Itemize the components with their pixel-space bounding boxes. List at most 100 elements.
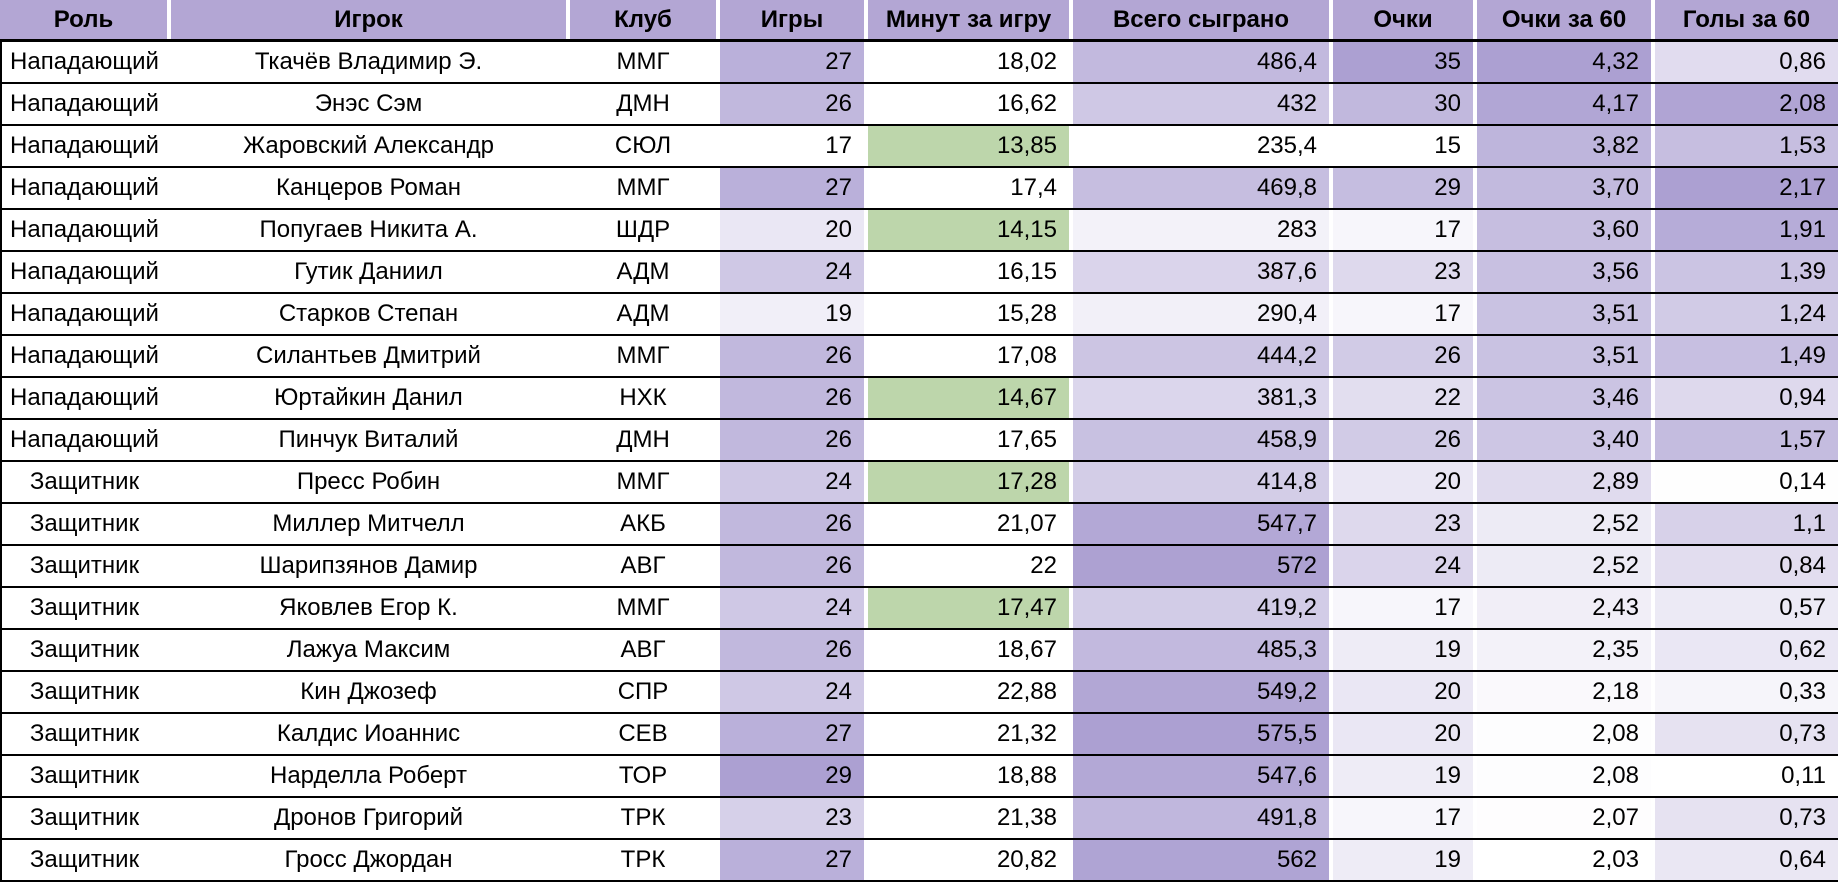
table-cell[interactable]: 23 <box>1333 252 1477 292</box>
table-cell[interactable]: 20 <box>1333 672 1477 712</box>
column-header-goals-per-60[interactable]: Голы за 60 <box>1682 5 1811 33</box>
table-cell[interactable]: 19 <box>1333 840 1477 880</box>
table-cell[interactable]: 20 <box>1333 714 1477 754</box>
table-cell[interactable]: 29 <box>1333 168 1477 208</box>
table-cell[interactable]: СЕВ <box>570 714 720 754</box>
table-cell[interactable]: 27 <box>720 168 868 208</box>
table-cell[interactable]: 15 <box>1333 126 1477 166</box>
table-cell[interactable]: 14,67 <box>868 378 1073 418</box>
table-cell[interactable]: 18,67 <box>868 630 1073 670</box>
table-cell[interactable]: 3,70 <box>1477 168 1655 208</box>
table-cell[interactable]: ШДР <box>570 210 720 250</box>
column-header-points[interactable]: Очки <box>1333 0 1477 39</box>
table-cell[interactable]: НХК <box>570 378 720 418</box>
table-cell[interactable]: Кин Джозеф <box>171 672 570 712</box>
table-cell[interactable]: 2,03 <box>1477 840 1655 880</box>
table-cell[interactable]: 23 <box>1333 504 1477 544</box>
table-cell[interactable]: СЮЛ <box>570 126 720 166</box>
table-cell[interactable]: 26 <box>720 378 868 418</box>
table-cell[interactable]: 23 <box>720 798 868 838</box>
table-cell[interactable]: Миллер Митчелл <box>171 504 570 544</box>
table-cell[interactable]: 0,62 <box>1655 630 1838 670</box>
table-cell[interactable]: 2,08 <box>1477 714 1655 754</box>
table-cell[interactable]: 1,24 <box>1655 294 1838 334</box>
table-cell[interactable]: АВГ <box>570 546 720 586</box>
table-cell[interactable]: 17 <box>1333 588 1477 628</box>
table-cell[interactable]: ТОР <box>570 756 720 796</box>
table-cell[interactable]: 1,53 <box>1655 126 1838 166</box>
table-cell[interactable]: ДМН <box>570 420 720 460</box>
table-cell[interactable]: Нападающий <box>2 84 171 124</box>
table-cell[interactable]: Старков Степан <box>171 294 570 334</box>
table-cell[interactable]: 2,52 <box>1477 504 1655 544</box>
table-cell[interactable]: Канцеров Роман <box>171 168 570 208</box>
table-cell[interactable]: 432 <box>1073 84 1333 124</box>
table-cell[interactable]: Пресс Робин <box>171 462 570 502</box>
table-cell[interactable]: 2,07 <box>1477 798 1655 838</box>
table-cell[interactable]: 27 <box>720 840 868 880</box>
table-cell[interactable]: Защитник <box>2 588 171 628</box>
table-cell[interactable]: Нападающий <box>2 168 171 208</box>
table-cell[interactable]: 547,6 <box>1073 756 1333 796</box>
table-cell[interactable]: 26 <box>720 630 868 670</box>
table-cell[interactable]: 22 <box>1333 378 1477 418</box>
table-cell[interactable]: АДМ <box>570 294 720 334</box>
table-cell[interactable]: АВГ <box>570 630 720 670</box>
table-cell[interactable]: 0,84 <box>1655 546 1838 586</box>
column-header-minutes-per-game[interactable]: Минут за игру <box>868 0 1073 39</box>
table-cell[interactable]: ММГ <box>570 336 720 376</box>
table-cell[interactable]: 3,56 <box>1477 252 1655 292</box>
table-cell[interactable]: 3,82 <box>1477 126 1655 166</box>
table-cell[interactable]: 2,89 <box>1477 462 1655 502</box>
table-cell[interactable]: 4,17 <box>1477 84 1655 124</box>
table-cell[interactable]: ММГ <box>570 42 720 82</box>
table-cell[interactable]: 2,08 <box>1655 84 1838 124</box>
table-cell[interactable]: 3,51 <box>1477 294 1655 334</box>
table-cell[interactable]: 24 <box>720 462 868 502</box>
table-cell[interactable]: 1,1 <box>1655 504 1838 544</box>
table-cell[interactable]: 22 <box>868 546 1073 586</box>
table-cell[interactable]: 2,35 <box>1477 630 1655 670</box>
table-cell[interactable]: Защитник <box>2 630 171 670</box>
table-cell[interactable]: Нападающий <box>2 252 171 292</box>
table-cell[interactable]: 3,60 <box>1477 210 1655 250</box>
column-header-games[interactable]: Игры <box>720 0 868 39</box>
table-cell[interactable]: 20 <box>1333 462 1477 502</box>
table-cell[interactable]: 17,4 <box>868 168 1073 208</box>
table-cell[interactable]: 17,65 <box>868 420 1073 460</box>
table-cell[interactable]: 19 <box>720 294 868 334</box>
table-cell[interactable]: Нападающий <box>2 378 171 418</box>
table-cell[interactable]: 26 <box>720 504 868 544</box>
table-cell[interactable]: 17 <box>1333 210 1477 250</box>
column-header-player[interactable]: Игрок <box>171 0 570 39</box>
table-cell[interactable]: 20 <box>720 210 868 250</box>
table-cell[interactable]: АКБ <box>570 504 720 544</box>
table-cell[interactable]: 572 <box>1073 546 1333 586</box>
table-cell[interactable]: 547,7 <box>1073 504 1333 544</box>
table-cell[interactable]: 1,49 <box>1655 336 1838 376</box>
table-cell[interactable]: Защитник <box>2 714 171 754</box>
table-cell[interactable]: 26 <box>720 336 868 376</box>
table-cell[interactable]: 30 <box>1333 84 1477 124</box>
table-cell[interactable]: ММГ <box>570 588 720 628</box>
table-cell[interactable]: 0,57 <box>1655 588 1838 628</box>
table-cell[interactable]: 1,57 <box>1655 420 1838 460</box>
table-cell[interactable]: 0,86 <box>1655 42 1838 82</box>
table-cell[interactable]: 19 <box>1333 756 1477 796</box>
table-cell[interactable]: 24 <box>720 672 868 712</box>
table-cell[interactable]: 24 <box>1333 546 1477 586</box>
table-cell[interactable]: 486,4 <box>1073 42 1333 82</box>
table-cell[interactable]: Юртайкин Данил <box>171 378 570 418</box>
table-cell[interactable]: 13,85 <box>868 126 1073 166</box>
table-cell[interactable]: 18,02 <box>868 42 1073 82</box>
table-cell[interactable]: 381,3 <box>1073 378 1333 418</box>
table-cell[interactable]: 485,3 <box>1073 630 1333 670</box>
table-cell[interactable]: 17,47 <box>868 588 1073 628</box>
table-cell[interactable]: 17,28 <box>868 462 1073 502</box>
column-header-points-per-60[interactable]: Очки за 60 <box>1477 0 1655 39</box>
table-cell[interactable]: Силантьев Дмитрий <box>171 336 570 376</box>
table-cell[interactable]: 2,18 <box>1477 672 1655 712</box>
table-cell[interactable]: 0,14 <box>1655 462 1838 502</box>
table-cell[interactable]: Защитник <box>2 462 171 502</box>
table-cell[interactable]: 0,73 <box>1655 798 1838 838</box>
